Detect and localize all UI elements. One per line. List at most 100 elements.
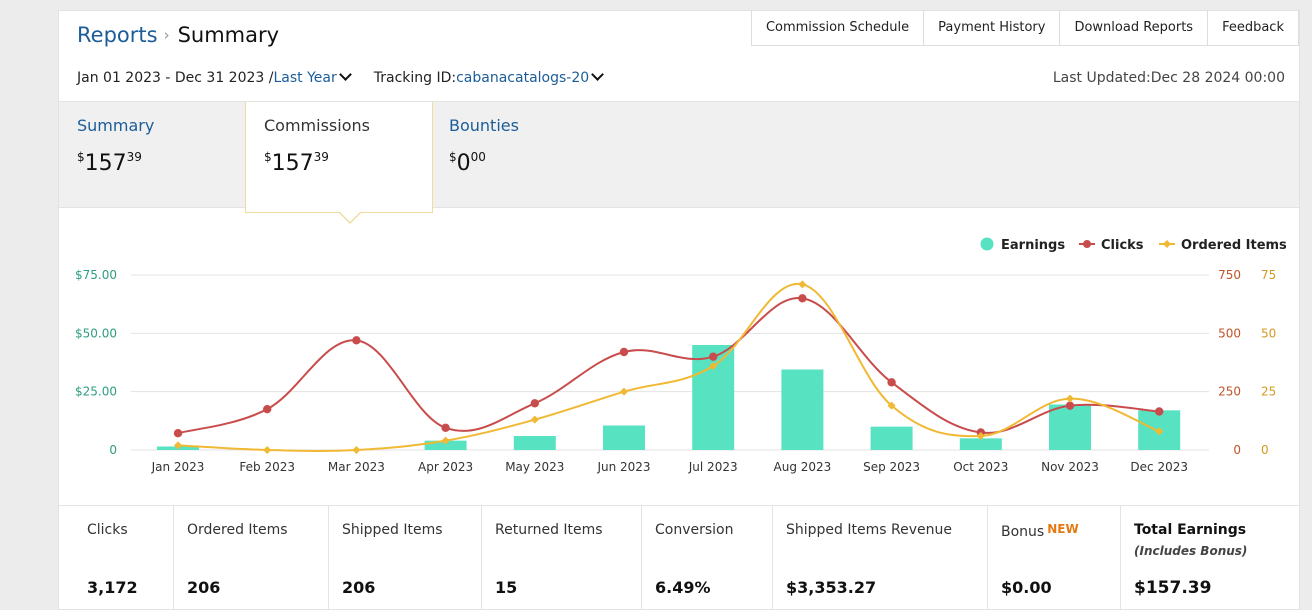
tab-bounties-amount: $000 xyxy=(449,150,486,176)
clicks-point xyxy=(619,347,629,357)
x-tick-label: Oct 2023 xyxy=(953,460,1008,474)
stat-returned-items: Returned Items 15 xyxy=(481,506,642,610)
legend-ordered-items-marker xyxy=(1163,240,1171,248)
tab-commissions[interactable]: Commissions $15739 xyxy=(245,102,433,224)
reports-panel: Reports › Summary Commission Schedule Paym… xyxy=(58,10,1300,610)
clicks-point xyxy=(709,352,718,361)
x-tick-label: Apr 2023 xyxy=(418,460,473,474)
earnings-bar xyxy=(870,426,913,450)
stat-sublabel: (Includes Bonus) xyxy=(1134,544,1248,558)
stat-value: 15 xyxy=(495,578,518,597)
y-right-clicks-tick-label: 0 xyxy=(1233,443,1241,457)
stat-value: 206 xyxy=(342,578,376,597)
stat-clicks: Clicks 3,172 xyxy=(59,506,174,610)
stat-value: $0.00 xyxy=(1001,578,1052,597)
tab-bounties[interactable]: Bounties $000 xyxy=(431,102,617,207)
clicks-point xyxy=(352,336,361,345)
date-range-text: Jan 01 2023 - Dec 31 2023 / xyxy=(77,70,274,86)
stat-label: Total Earnings xyxy=(1134,522,1247,538)
earnings-bar xyxy=(1049,404,1091,450)
clicks-point xyxy=(530,399,539,408)
x-tick-label: Aug 2023 xyxy=(774,460,832,474)
feedback-link[interactable]: Feedback xyxy=(1207,11,1299,46)
stat-total-earnings: Total Earnings (Includes Bonus) $157.39 xyxy=(1120,506,1299,610)
x-tick-label: Sep 2023 xyxy=(863,460,920,474)
y-right-clicks-tick-label: 500 xyxy=(1218,326,1241,340)
stat-ordered-items: Ordered Items 206 xyxy=(173,506,329,610)
stat-shipped-revenue: Shipped Items Revenue $3,353.27 xyxy=(772,506,988,610)
stat-value: 3,172 xyxy=(87,578,138,597)
legend-clicks-marker xyxy=(1083,240,1091,248)
clicks-line xyxy=(177,297,1160,435)
x-tick-label: May 2023 xyxy=(505,460,564,474)
active-tab-pointer xyxy=(338,211,362,224)
stat-conversion: Conversion 6.49% xyxy=(641,506,773,610)
tab-bounties-label: Bounties xyxy=(449,116,519,135)
page-title: Summary xyxy=(177,23,280,47)
tab-summary[interactable]: Summary $15739 xyxy=(59,102,245,207)
y-left-tick-label: 0 xyxy=(109,443,117,457)
earnings-bar xyxy=(781,369,824,450)
tracking-id-dropdown[interactable]: cabanacatalogs-20 xyxy=(456,70,590,86)
y-left-tick-label: $25.00 xyxy=(75,385,117,399)
clicks-point xyxy=(263,404,272,414)
top-links: Commission Schedule Payment History Down… xyxy=(750,11,1299,46)
tab-summary-amount: $15739 xyxy=(77,150,142,176)
stat-label: Bonus NEW xyxy=(1001,522,1079,540)
tab-summary-label: Summary xyxy=(77,116,155,135)
y-left-tick-label: $50.00 xyxy=(75,326,117,340)
legend-earnings-label: Earnings xyxy=(1001,238,1065,253)
ordered-items-point xyxy=(352,446,361,454)
legend-clicks-label: Clicks xyxy=(1101,238,1144,253)
stat-value: $3,353.27 xyxy=(786,578,877,597)
clicks-point xyxy=(887,378,896,387)
date-range-dropdown[interactable]: Last Year xyxy=(273,70,337,86)
ordered-items-point xyxy=(976,432,985,440)
legend-earnings-marker xyxy=(980,237,994,251)
y-right-items-tick-label: 50 xyxy=(1261,326,1276,340)
stat-label: Shipped Items Revenue xyxy=(786,522,952,538)
x-tick-label: Feb 2023 xyxy=(239,460,295,474)
breadcrumb-reports-link[interactable]: Reports xyxy=(77,23,158,47)
stat-label: Ordered Items xyxy=(187,522,288,538)
ordered-items-point xyxy=(441,436,450,445)
y-right-items-tick-label: 25 xyxy=(1261,385,1276,399)
stat-value: 6.49% xyxy=(655,578,711,597)
ordered-items-point xyxy=(263,446,272,454)
ordered-items-point xyxy=(887,401,896,410)
stat-label: Clicks xyxy=(87,522,128,538)
ordered-items-line xyxy=(177,282,1160,452)
x-tick-label: Dec 2023 xyxy=(1130,460,1188,474)
filter-bar: Jan 01 2023 - Dec 31 2023 /Last Year Trac… xyxy=(77,68,608,86)
y-right-items-tick-label: 75 xyxy=(1261,268,1276,282)
y-right-clicks-tick-label: 250 xyxy=(1218,385,1241,399)
earnings-bar xyxy=(424,440,467,450)
x-tick-label: Jul 2023 xyxy=(688,460,738,474)
ordered-items-point xyxy=(530,415,539,424)
y-right-items-tick-label: 0 xyxy=(1261,443,1269,457)
ordered-items-point xyxy=(709,362,718,370)
tracking-id-label: Tracking ID: xyxy=(373,70,457,86)
stats-row: Clicks 3,172 Ordered Items 206 Shipped I… xyxy=(59,505,1299,610)
earnings-bar xyxy=(603,425,645,450)
download-reports-link[interactable]: Download Reports xyxy=(1059,11,1209,46)
header: Reports › Summary Commission Schedule Paym… xyxy=(59,11,1299,101)
stat-value: $157.39 xyxy=(1134,578,1212,598)
stat-value: 206 xyxy=(187,578,221,597)
earnings-chart: 0 $25.00 $50.00 $75.00 0 250 500 750 0 25 50 75 Jan … xyxy=(75,237,1287,474)
breadcrumb: Reports › Summary xyxy=(77,23,279,47)
legend-ordered-items-label: Ordered Items xyxy=(1181,238,1287,253)
stat-label: Conversion xyxy=(655,522,734,538)
earnings-bar xyxy=(513,436,556,450)
breadcrumb-separator-icon: › xyxy=(163,26,170,44)
ordered-items-point xyxy=(620,387,628,396)
clicks-point xyxy=(1065,401,1075,410)
stat-bonus: Bonus NEW $0.00 xyxy=(987,506,1121,610)
x-tick-label: Nov 2023 xyxy=(1041,460,1099,474)
new-badge: NEW xyxy=(1047,522,1079,536)
payment-history-link[interactable]: Payment History xyxy=(923,11,1061,46)
commission-schedule-link[interactable]: Commission Schedule xyxy=(750,11,925,46)
y-right-clicks-tick-label: 750 xyxy=(1218,268,1241,282)
tab-commissions-amount: $15739 xyxy=(264,150,329,176)
report-tabs: Summary $15739 Commissions $15739 Bounti… xyxy=(59,101,1299,224)
